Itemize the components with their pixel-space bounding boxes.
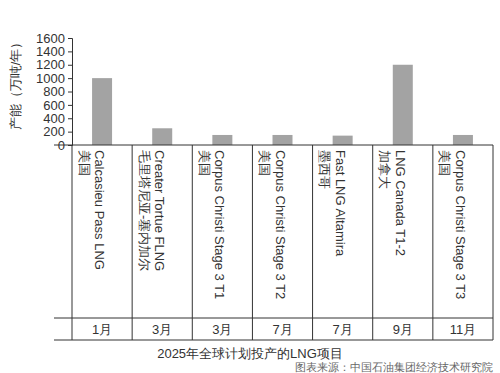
y-tick-label: 200 bbox=[43, 124, 65, 139]
category-label-group: 美国Corpus Christi Stage 3 T2 bbox=[257, 150, 288, 299]
column-line bbox=[72, 145, 73, 340]
category-label-group: 美国Corpus Christi Stage 3 T1 bbox=[197, 150, 228, 299]
category-label-group: 墨西哥Fast LNG Altamira bbox=[317, 150, 348, 257]
y-axis-line bbox=[68, 39, 73, 146]
y-tick: 1200 bbox=[36, 57, 72, 72]
row-line bbox=[54, 145, 493, 146]
project-label: Calcasieu Pass LNG bbox=[93, 150, 108, 270]
chart: 02004006008001000120014001600产能（万吨/年）美国C… bbox=[0, 0, 500, 373]
category-label-group: 美国Calcasieu Pass LNG bbox=[77, 150, 108, 270]
y-tick-label: 400 bbox=[43, 111, 65, 126]
column-line bbox=[132, 145, 133, 340]
y-tick: 1000 bbox=[36, 71, 72, 86]
month-labels: 1月 3月 3月 7月 7月 9月 11月 bbox=[92, 322, 476, 337]
y-tick: 1400 bbox=[36, 44, 72, 59]
y-tick-label: 600 bbox=[43, 98, 65, 113]
y-tick-mark bbox=[68, 118, 72, 119]
bar bbox=[273, 135, 293, 145]
y-tick-label: 800 bbox=[43, 84, 65, 99]
column-line bbox=[252, 145, 253, 340]
y-tick-label: 1400 bbox=[36, 44, 65, 59]
y-tick: 600 bbox=[43, 98, 72, 113]
y-tick-mark bbox=[68, 105, 72, 106]
column-line bbox=[432, 145, 433, 340]
project-label: Corpus Christi Stage 3 T3 bbox=[453, 150, 468, 299]
country-label: 加拿大 bbox=[377, 150, 392, 189]
month-label: 3月 bbox=[152, 322, 172, 337]
y-tick-label: 1600 bbox=[36, 31, 65, 46]
country-label: 墨西哥 bbox=[317, 150, 332, 189]
category-label-group: 加拿大LNG Canada T1-2 bbox=[377, 150, 408, 256]
bar bbox=[333, 136, 353, 145]
bar bbox=[92, 78, 112, 145]
table-lines bbox=[54, 145, 493, 340]
y-tick-label: 1200 bbox=[36, 57, 65, 72]
project-label: Creater Tortue FLNG bbox=[153, 150, 168, 271]
y-tick-mark bbox=[68, 51, 72, 52]
project-label: LNG Canada T1-2 bbox=[393, 150, 408, 256]
y-tick-label: 1000 bbox=[36, 71, 65, 86]
bars bbox=[92, 65, 473, 145]
category-labels: 美国Calcasieu Pass LNG毛里塔尼亚-塞内加尔Creater To… bbox=[77, 150, 469, 299]
y-tick-mark bbox=[68, 38, 72, 39]
project-label: Corpus Christi Stage 3 T1 bbox=[213, 150, 228, 299]
month-label: 3月 bbox=[212, 322, 232, 337]
month-label: 7月 bbox=[333, 322, 353, 337]
y-tick: 800 bbox=[43, 84, 72, 99]
y-axis-title: 产能（万吨/年） bbox=[8, 36, 23, 131]
month-label: 1月 bbox=[92, 322, 112, 337]
bar bbox=[453, 135, 473, 145]
column-line bbox=[372, 145, 373, 340]
y-axis: 02004006008001000120014001600 bbox=[36, 31, 72, 153]
category-label-group: 毛里塔尼亚-塞内加尔Creater Tortue FLNG bbox=[137, 150, 168, 271]
row-line bbox=[54, 340, 493, 341]
country-label: 毛里塔尼亚-塞内加尔 bbox=[137, 150, 152, 271]
country-label: 美国 bbox=[257, 150, 272, 176]
month-label: 9月 bbox=[393, 322, 413, 337]
country-label: 美国 bbox=[437, 150, 452, 176]
column-line bbox=[312, 145, 313, 340]
bar bbox=[393, 65, 413, 145]
country-label: 美国 bbox=[197, 150, 212, 176]
column-line bbox=[192, 145, 193, 340]
source: 图表来源：中国石油集团经济技术研究院 bbox=[295, 361, 493, 373]
project-label: Fast LNG Altamira bbox=[333, 150, 348, 257]
y-tick-mark bbox=[68, 92, 72, 93]
y-tick-mark bbox=[68, 78, 72, 79]
title: 2025年全球计划投产的LNG项目 bbox=[157, 346, 343, 361]
bar bbox=[152, 128, 172, 145]
y-tick: 1600 bbox=[36, 31, 72, 46]
category-label-group: 美国Corpus Christi Stage 3 T3 bbox=[437, 150, 468, 299]
y-tick-mark bbox=[68, 132, 72, 133]
bar bbox=[212, 135, 232, 145]
y-tick: 400 bbox=[43, 111, 72, 126]
y-tick: 200 bbox=[43, 124, 72, 139]
month-label: 7月 bbox=[272, 322, 292, 337]
month-label: 11月 bbox=[450, 322, 477, 337]
country-label: 美国 bbox=[77, 150, 92, 176]
y-tick-mark bbox=[68, 65, 72, 66]
project-label: Corpus Christi Stage 3 T2 bbox=[273, 150, 288, 299]
row-line bbox=[54, 318, 493, 319]
column-line bbox=[493, 145, 494, 340]
